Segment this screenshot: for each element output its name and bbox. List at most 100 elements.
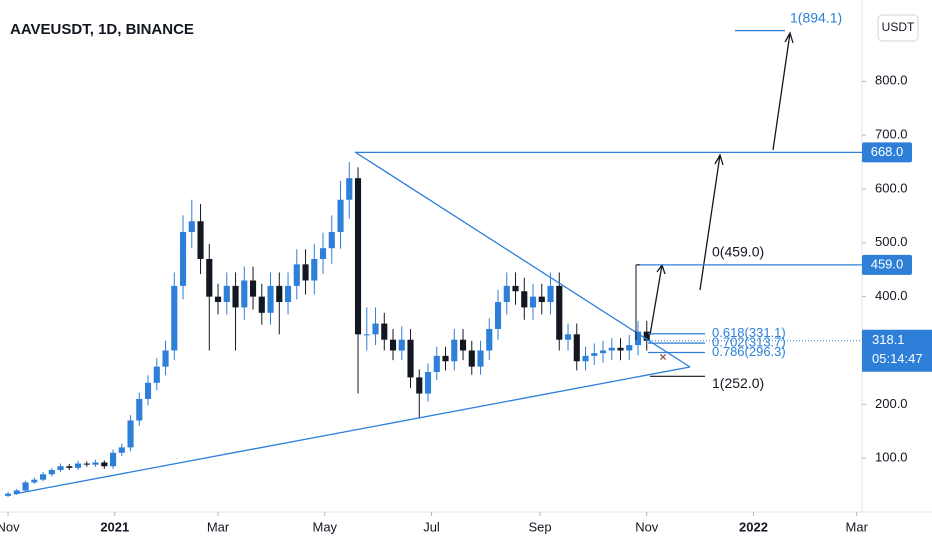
candle-body xyxy=(223,285,230,303)
cross-marker: × xyxy=(659,350,666,364)
candle-body xyxy=(258,296,265,313)
candle-body xyxy=(232,285,239,308)
candle-body xyxy=(48,470,55,475)
candle-body xyxy=(564,334,572,340)
trendline-upper xyxy=(354,151,691,368)
candle-body xyxy=(214,296,222,303)
fib-level-label: 1(894.1) xyxy=(790,9,842,25)
candle-body xyxy=(92,462,99,465)
x-tick-label: Nov xyxy=(0,519,20,534)
candle-body xyxy=(582,355,589,362)
price-tag xyxy=(862,254,912,275)
candle-body xyxy=(451,339,458,362)
candle-body xyxy=(381,323,388,340)
x-tick-label: Mar xyxy=(846,519,869,534)
candle-body xyxy=(512,285,519,292)
candle-body xyxy=(591,353,598,356)
candle-body xyxy=(494,302,502,329)
fib-level-label: 1(252.0) xyxy=(712,375,764,391)
x-tick-label: Nov xyxy=(635,519,659,534)
candle-body xyxy=(433,355,440,373)
candle-body xyxy=(556,285,563,340)
x-tick-label: 2021 xyxy=(100,519,129,534)
candle-body xyxy=(442,355,449,362)
candle-body xyxy=(31,479,38,483)
candle-body xyxy=(276,285,283,303)
candle-body xyxy=(74,463,82,468)
x-tick-label: May xyxy=(312,519,337,534)
x-tick-label: Jul xyxy=(423,519,440,534)
candle-body xyxy=(206,258,213,297)
y-tick-label: 700.0 xyxy=(875,127,908,142)
candle-body xyxy=(424,372,432,394)
candle-body xyxy=(599,350,607,354)
candle-body xyxy=(109,452,117,467)
candle-body xyxy=(389,339,397,351)
y-tick-label: 400.0 xyxy=(875,288,908,303)
candle-body xyxy=(136,398,143,421)
y-tick-label: 600.0 xyxy=(875,180,908,195)
candle-body xyxy=(363,334,370,336)
price-tag-label: 668.0 xyxy=(871,144,904,159)
candle-body xyxy=(617,347,624,351)
candle-body xyxy=(529,296,537,308)
candle-body xyxy=(398,339,405,351)
current-price-tag xyxy=(862,329,932,372)
currency-button[interactable] xyxy=(877,14,919,42)
candle-body xyxy=(608,347,615,351)
candle-body xyxy=(346,178,353,200)
candle-body xyxy=(162,350,169,367)
candle-body xyxy=(179,232,187,286)
fib-level-label: 0(459.0) xyxy=(712,244,764,260)
candle-body xyxy=(573,334,580,362)
candle-body xyxy=(337,199,344,233)
candle-body xyxy=(416,377,423,394)
candle-body xyxy=(468,350,475,367)
candle-body xyxy=(101,462,108,467)
x-tick-label: Sep xyxy=(528,519,551,534)
candle-body xyxy=(118,447,125,453)
candle-body xyxy=(459,339,467,351)
price-tag xyxy=(862,142,912,163)
candle-body xyxy=(284,285,292,303)
plot xyxy=(4,162,650,497)
candle-body xyxy=(503,285,510,303)
arrow xyxy=(772,31,794,151)
current-price-label: 318.1 xyxy=(872,332,905,347)
candle-body xyxy=(643,331,650,341)
candle-body xyxy=(521,291,528,308)
candle-body xyxy=(477,350,484,367)
candle-body xyxy=(22,482,29,491)
price-tag-label: 459.0 xyxy=(871,256,904,271)
y-tick-label: 500.0 xyxy=(875,234,908,249)
candle-body xyxy=(171,285,178,351)
candle-body xyxy=(249,280,257,297)
fib-level-label: 0.618(331.1) xyxy=(712,325,786,340)
arrow xyxy=(699,153,724,291)
candle-body xyxy=(127,420,134,448)
countdown-label: 05:14:47 xyxy=(872,351,923,366)
candle-body xyxy=(293,264,300,286)
candle-body xyxy=(57,466,64,471)
candle-body xyxy=(188,221,195,233)
candle-body xyxy=(197,221,204,259)
candle-body xyxy=(83,463,90,465)
candle-body xyxy=(241,280,248,308)
candle-body xyxy=(267,285,274,313)
candle-body xyxy=(66,466,73,468)
candle-body xyxy=(13,490,20,494)
candle-body xyxy=(354,178,362,335)
candle-body xyxy=(538,296,545,303)
candle-body xyxy=(407,339,414,378)
candle-body xyxy=(39,474,47,480)
candle-body xyxy=(372,323,379,335)
y-tick-label: 200.0 xyxy=(875,396,908,411)
currency-button-label[interactable]: USDT xyxy=(882,20,915,34)
fib-level-label: 0.786(296.3) xyxy=(712,344,786,359)
arrows xyxy=(649,31,794,336)
candle-body xyxy=(328,232,335,249)
candle-body xyxy=(153,366,160,383)
candle-body xyxy=(486,328,493,351)
